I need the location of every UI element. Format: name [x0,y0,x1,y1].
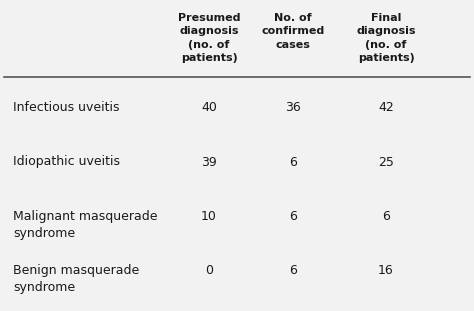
Text: 10: 10 [201,210,217,223]
Text: 6: 6 [289,156,297,169]
Text: 6: 6 [289,264,297,277]
Text: Infectious uveitis: Infectious uveitis [13,101,120,114]
Text: 40: 40 [201,101,217,114]
Text: 0: 0 [205,264,213,277]
Text: 16: 16 [378,264,394,277]
Text: Malignant masquerade
syndrome: Malignant masquerade syndrome [13,210,158,240]
Text: No. of
confirmed
cases: No. of confirmed cases [261,13,325,50]
Text: 6: 6 [382,210,390,223]
Text: 6: 6 [289,210,297,223]
Text: 25: 25 [378,156,394,169]
Text: Idiopathic uveitis: Idiopathic uveitis [13,156,120,169]
Text: 42: 42 [378,101,394,114]
Text: Presumed
diagnosis
(no. of
patients): Presumed diagnosis (no. of patients) [178,13,240,63]
Text: Benign masquerade
syndrome: Benign masquerade syndrome [13,264,140,295]
Text: Final
diagnosis
(no. of
patients): Final diagnosis (no. of patients) [356,13,416,63]
Text: 36: 36 [285,101,301,114]
Text: 39: 39 [201,156,217,169]
